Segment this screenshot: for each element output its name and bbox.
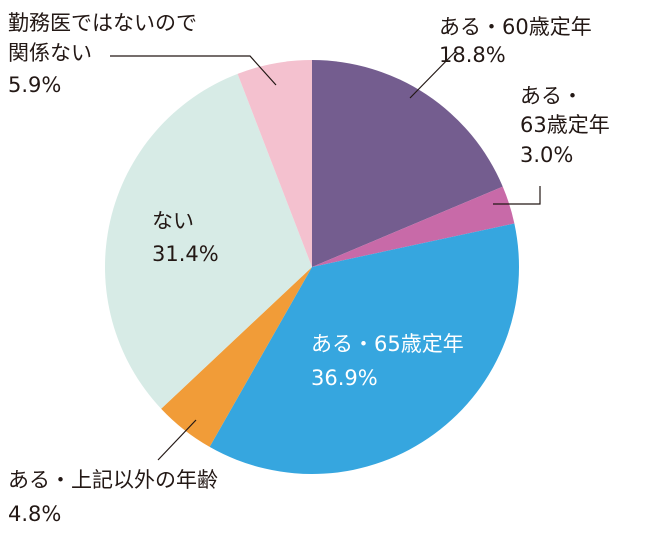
label-63-line1: ある・ <box>520 84 583 108</box>
label-notrelevant-line2: 関係ない <box>8 41 92 65</box>
label-nai-line1: ない <box>152 209 194 233</box>
value-63: 3.0% <box>520 143 573 167</box>
leader-line-other <box>157 419 197 461</box>
value-60: 18.8% <box>439 43 506 67</box>
label-other-line1: ある・上記以外の年齢 <box>8 468 218 492</box>
leader-line-60 <box>409 51 456 99</box>
value-other: 4.8% <box>8 502 61 526</box>
value-nai: 31.4% <box>152 242 219 266</box>
pie-slices <box>104 60 520 475</box>
leader-line-63 <box>493 186 541 205</box>
label-notrelevant-line1: 勤務医ではないので <box>8 11 197 35</box>
leader-lines <box>110 51 541 461</box>
label-63-line2: 63歳定年 <box>520 113 610 137</box>
slice-notrelevant <box>237 60 312 267</box>
slice-63 <box>312 186 515 267</box>
slice-60 <box>312 60 503 267</box>
slice-other <box>161 267 312 447</box>
leader-line-notrelevant <box>110 55 277 86</box>
value-notrelevant: 5.9% <box>8 73 61 97</box>
slice-nai <box>104 73 312 409</box>
label-65-line1: ある・65歳定年 <box>311 332 464 356</box>
value-65: 36.9% <box>311 366 378 390</box>
label-60-line1: ある・60歳定年 <box>439 15 592 39</box>
slice-65 <box>209 223 520 475</box>
